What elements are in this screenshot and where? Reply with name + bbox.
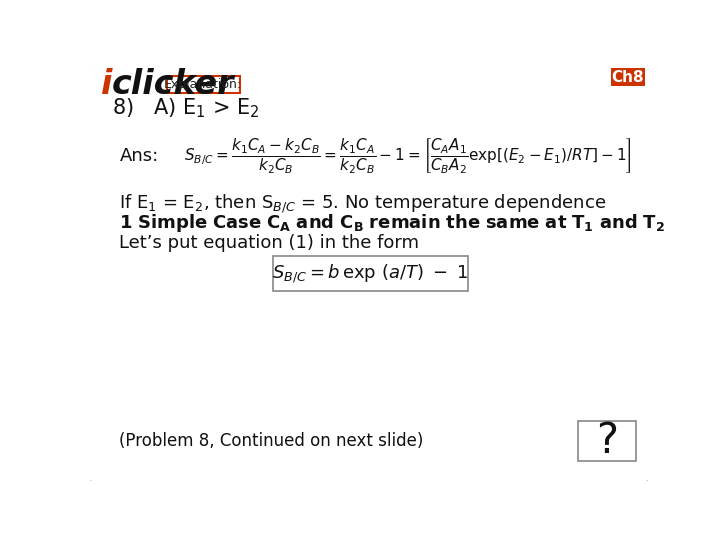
- FancyBboxPatch shape: [578, 421, 636, 461]
- Text: Let’s put equation (1) in the form: Let’s put equation (1) in the form: [120, 234, 420, 252]
- Text: clicker: clicker: [112, 69, 234, 102]
- Text: $S_{B/C} = \dfrac{k_1C_A - k_2C_B}{k_2C_B} = \dfrac{k_1C_A}{k_2C_B} - 1 = \left[: $S_{B/C} = \dfrac{k_1C_A - k_2C_B}{k_2C_…: [184, 136, 631, 175]
- Text: 8)   A) E$_1$ > E$_2$: 8) A) E$_1$ > E$_2$: [112, 96, 259, 120]
- Text: $S_{B/C} = b\,\mathrm{exp}\ (a/T)\ -\ 1$: $S_{B/C} = b\,\mathrm{exp}\ (a/T)\ -\ 1$: [272, 262, 469, 285]
- FancyBboxPatch shape: [89, 63, 649, 482]
- FancyBboxPatch shape: [167, 76, 240, 93]
- FancyBboxPatch shape: [273, 256, 468, 291]
- FancyBboxPatch shape: [611, 68, 645, 86]
- Text: (Problem 8, Continued on next slide): (Problem 8, Continued on next slide): [120, 431, 424, 450]
- Text: i: i: [101, 69, 112, 102]
- Text: $\mathbf{1\ Simple\ Case\ C_A\ and\ C_B\ remain\ the\ same\ at\ T_1\ and\ T_2}$: $\mathbf{1\ Simple\ Case\ C_A\ and\ C_B\…: [120, 212, 665, 234]
- Text: Ans:: Ans:: [120, 147, 158, 165]
- Text: ?: ?: [596, 420, 618, 462]
- Text: Ch8: Ch8: [611, 70, 644, 85]
- Text: If E$_1$ = E$_2$, then S$_{B/C}$ = 5. No temperature dependence: If E$_1$ = E$_2$, then S$_{B/C}$ = 5. No…: [120, 192, 606, 215]
- Text: Explanation:: Explanation:: [164, 78, 242, 91]
